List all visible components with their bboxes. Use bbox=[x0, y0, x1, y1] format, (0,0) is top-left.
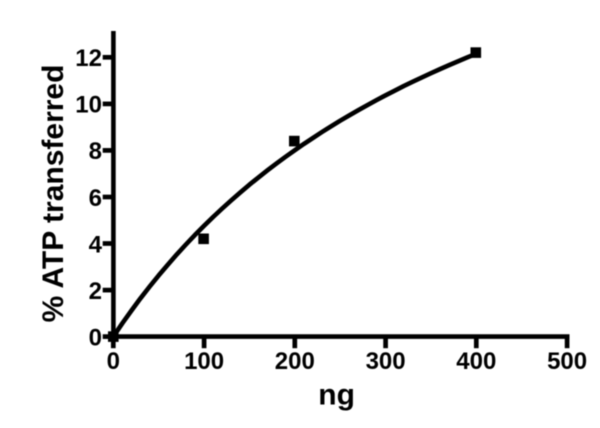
svg-text:4: 4 bbox=[89, 231, 103, 258]
svg-text:200: 200 bbox=[275, 348, 315, 375]
svg-text:100: 100 bbox=[184, 348, 224, 375]
svg-text:300: 300 bbox=[366, 348, 406, 375]
svg-text:500: 500 bbox=[547, 348, 587, 375]
svg-text:% ATP transferred: % ATP transferred bbox=[37, 65, 70, 323]
svg-text:0: 0 bbox=[89, 324, 102, 351]
svg-text:0: 0 bbox=[107, 348, 120, 375]
svg-text:8: 8 bbox=[89, 138, 102, 165]
svg-text:6: 6 bbox=[89, 185, 102, 212]
svg-text:10: 10 bbox=[75, 92, 102, 119]
svg-text:12: 12 bbox=[75, 45, 102, 72]
svg-text:400: 400 bbox=[456, 348, 496, 375]
svg-text:ng: ng bbox=[318, 379, 355, 412]
svg-text:2: 2 bbox=[89, 278, 102, 305]
